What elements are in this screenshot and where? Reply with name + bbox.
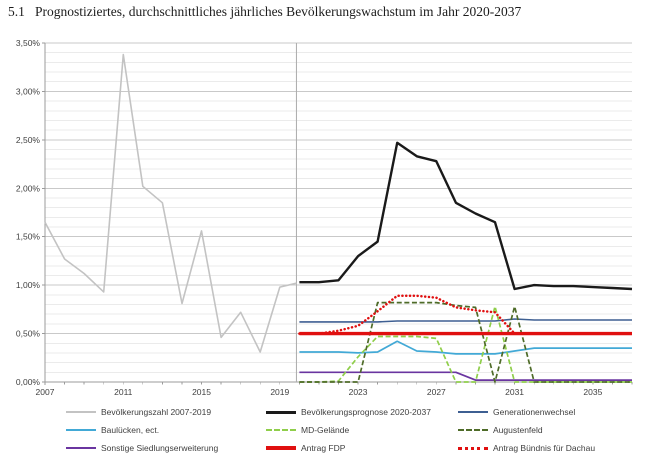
gridlines xyxy=(45,42,632,373)
x-axis-labels: 2007 2011 2015 2019 2023 2027 2031 2035 xyxy=(36,382,633,397)
legend-label: Bevölkerungszahl 2007-2019 xyxy=(101,407,212,417)
legend-item: Baulücken, ect. xyxy=(66,421,266,439)
svg-text:2011: 2011 xyxy=(114,387,133,397)
svg-text:3,50%: 3,50% xyxy=(16,38,41,48)
legend-label: Bevölkerungsprognose 2020-2037 xyxy=(301,407,431,417)
section-heading: 5.1 Prognostiziertes, durchschnittliches … xyxy=(8,4,638,20)
legend-line-swatch xyxy=(66,411,96,413)
legend-label: Sonstige Siedlungserweiterung xyxy=(101,443,219,453)
legend-line-swatch xyxy=(266,410,296,414)
svg-text:2,50%: 2,50% xyxy=(16,135,41,145)
legend-label: Antrag FDP xyxy=(301,443,346,453)
svg-text:2015: 2015 xyxy=(192,387,211,397)
series-md-gelaende xyxy=(299,305,632,383)
svg-text:2007: 2007 xyxy=(36,387,55,397)
series-sonstige-siedlungserweiterung xyxy=(299,371,632,381)
chart-canvas: 0,00% 0,50% 1,00% 1,50% 2,00% 2,50% 3,00% 3,50%… xyxy=(16,38,633,397)
section-number: 5.1 xyxy=(8,4,25,19)
svg-text:2035: 2035 xyxy=(583,387,602,397)
series-bauluecken xyxy=(299,340,632,355)
series-bevoelkerungszahl xyxy=(44,53,297,353)
svg-text:1,00%: 1,00% xyxy=(16,280,41,290)
svg-text:2,00%: 2,00% xyxy=(16,183,41,193)
legend-item: Bevölkerungsprognose 2020-2037 xyxy=(266,403,458,421)
series-bevoelkerungsprognose xyxy=(299,141,633,291)
legend-label: Augustenfeld xyxy=(493,425,543,435)
legend-line-swatch xyxy=(66,447,96,449)
legend-item: Bevölkerungszahl 2007-2019 xyxy=(66,403,266,421)
page-title: Prognostiziertes, durchschnittliches jäh… xyxy=(35,4,522,19)
legend-label: Generationenwechsel xyxy=(493,407,576,417)
series-antrag-buendnis xyxy=(298,294,516,335)
svg-text:1,50%: 1,50% xyxy=(16,232,41,242)
svg-text:2019: 2019 xyxy=(270,387,289,397)
legend-line-swatch xyxy=(66,429,96,431)
legend-item: Sonstige Siedlungserweiterung xyxy=(66,439,266,457)
legend-item: Antrag Bündnis für Dachau xyxy=(458,439,595,457)
chart-legend: Bevölkerungszahl 2007-2019 Bevölkerungspr… xyxy=(66,403,595,457)
legend-line-swatch xyxy=(266,429,296,431)
svg-text:2023: 2023 xyxy=(349,387,368,397)
legend-line-swatch xyxy=(266,446,296,450)
legend-line-swatch xyxy=(458,411,488,413)
svg-text:2031: 2031 xyxy=(505,387,524,397)
series-generationenwechsel xyxy=(299,318,632,323)
legend-label: Antrag Bündnis für Dachau xyxy=(493,443,596,453)
legend-item: MD-Gelände xyxy=(266,421,458,439)
svg-text:0,00%: 0,00% xyxy=(16,377,41,387)
svg-text:0,50%: 0,50% xyxy=(16,329,41,339)
legend-line-swatch xyxy=(458,429,488,431)
series-augustenfeld xyxy=(299,301,632,383)
legend-item: Generationenwechsel xyxy=(458,403,595,421)
legend-item: Antrag FDP xyxy=(266,439,458,457)
legend-item: Augustenfeld xyxy=(458,421,595,439)
y-axis-labels: 0,00% 0,50% 1,00% 1,50% 2,00% 2,50% 3,00% 3,50% xyxy=(16,38,45,387)
legend-line-swatch xyxy=(458,446,488,450)
legend-label: Baulücken, ect. xyxy=(101,425,160,435)
svg-text:2027: 2027 xyxy=(427,387,446,397)
legend-label: MD-Gelände xyxy=(301,425,350,435)
svg-text:3,00%: 3,00% xyxy=(16,86,41,96)
